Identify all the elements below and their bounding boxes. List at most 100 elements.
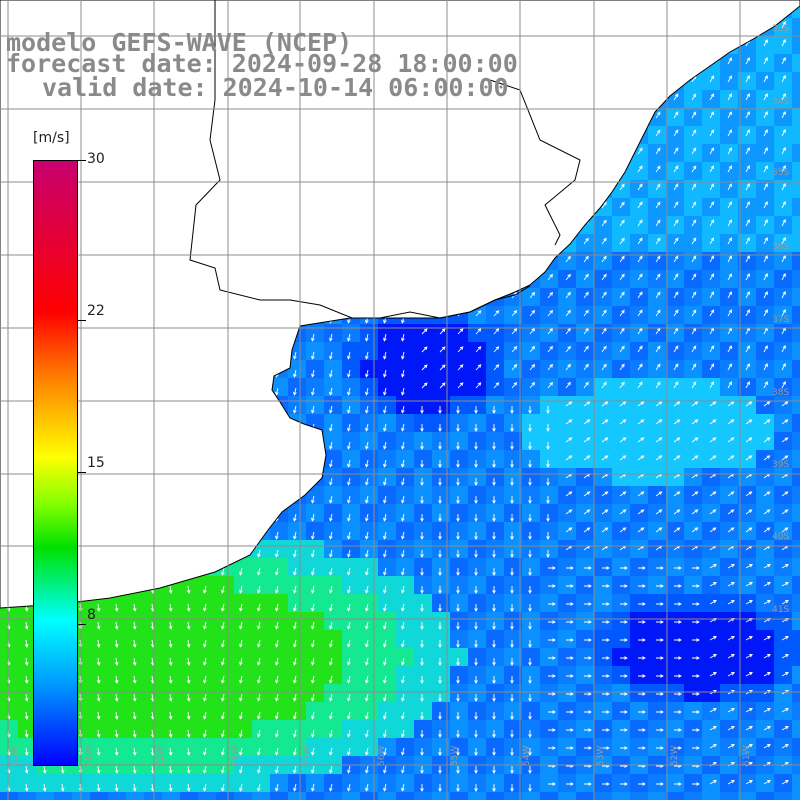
wind-arrow <box>745 75 750 83</box>
wind-arrow <box>727 93 732 101</box>
wind-arrow <box>420 694 424 702</box>
wind-arrow <box>781 344 786 353</box>
wind-arrow <box>492 784 496 792</box>
wind-arrow <box>528 676 532 684</box>
wind-arrow <box>275 765 279 774</box>
wind-arrow <box>546 550 550 558</box>
wind-arrow <box>673 401 681 407</box>
wind-arrow <box>293 405 297 414</box>
wind-arrow <box>566 692 574 696</box>
wind-arrow <box>510 640 514 648</box>
wind-arrow <box>781 419 789 425</box>
wind-arrow <box>656 746 664 750</box>
wind-arrow <box>691 381 697 389</box>
wind-arrow <box>438 676 442 684</box>
wind-arrow <box>709 255 715 263</box>
wind-arrow <box>674 656 682 660</box>
wind-arrow <box>510 460 514 468</box>
wind-arrow <box>691 455 699 461</box>
wind-arrow <box>420 748 424 756</box>
wind-arrow <box>510 604 514 612</box>
wind-arrow <box>745 636 753 641</box>
wind-arrow <box>492 442 496 450</box>
wind-arrow <box>132 621 137 630</box>
wind-arrow <box>401 459 405 468</box>
wind-arrow <box>365 711 369 720</box>
wind-arrow <box>96 657 101 666</box>
lon-label: 59W <box>156 745 166 766</box>
wind-arrow <box>365 693 369 702</box>
wind-arrow <box>493 328 500 335</box>
wind-arrow <box>456 748 460 756</box>
wind-arrow <box>619 509 627 515</box>
wind-arrow <box>510 406 514 414</box>
wind-arrow <box>329 459 333 468</box>
wind-arrow <box>763 636 771 641</box>
wind-arrow <box>709 744 717 749</box>
wind-arrow <box>132 693 137 702</box>
wind-arrow <box>763 183 768 191</box>
wind-arrow <box>329 567 333 576</box>
wind-arrow <box>456 478 460 486</box>
wind-arrow <box>583 345 589 353</box>
wind-arrow <box>656 674 664 678</box>
wind-arrow <box>438 478 442 486</box>
wind-arrow <box>474 406 478 414</box>
wind-arrow <box>709 129 715 137</box>
wind-arrow <box>275 729 279 738</box>
wind-arrow <box>438 532 442 540</box>
wind-arrow <box>510 730 514 738</box>
wind-arrow <box>763 219 768 227</box>
wind-arrow <box>674 620 682 624</box>
wind-arrow <box>619 381 625 389</box>
wind-arrow <box>781 654 789 659</box>
wind-arrow <box>709 672 717 677</box>
wind-arrow <box>565 363 571 371</box>
wind-arrow <box>365 621 369 630</box>
wind-arrow <box>510 514 514 522</box>
wind-arrow <box>475 328 482 335</box>
wind-arrow <box>546 496 550 504</box>
wind-arrow <box>656 566 664 570</box>
wind-arrow <box>311 603 315 612</box>
wind-arrow <box>311 495 315 504</box>
wind-arrow <box>673 111 679 119</box>
wind-arrow <box>275 783 279 792</box>
wind-arrow <box>383 765 387 774</box>
wind-arrow <box>420 478 424 486</box>
wind-arrow <box>474 550 478 558</box>
wind-arrow <box>566 782 574 786</box>
wind-arrow <box>203 603 207 612</box>
wind-arrow <box>311 657 315 666</box>
wind-arrow <box>620 746 628 750</box>
wind-arrow <box>365 567 369 576</box>
wind-arrow <box>638 728 646 732</box>
wind-arrow <box>114 711 119 720</box>
wind-arrow <box>493 346 500 353</box>
wind-arrow <box>275 711 279 720</box>
wind-arrow <box>529 381 536 389</box>
wind-arrow <box>383 333 387 342</box>
wind-arrow <box>655 291 661 299</box>
lon-label: 56W <box>377 745 387 766</box>
wind-arrow <box>492 424 496 432</box>
wind-arrow <box>401 549 405 558</box>
wind-arrow <box>691 291 697 299</box>
wind-arrow <box>781 780 789 785</box>
wind-arrow <box>781 74 786 83</box>
wind-arrow <box>132 657 137 666</box>
wind-arrow <box>365 729 369 738</box>
wind-arrow <box>691 401 699 407</box>
wind-arrow <box>673 237 679 245</box>
wind-arrow <box>763 291 768 299</box>
wind-arrow <box>347 531 351 540</box>
wind-arrow <box>383 693 387 702</box>
wind-arrow <box>638 674 646 678</box>
wind-arrow <box>602 728 610 732</box>
wind-arrow <box>673 129 679 137</box>
wind-arrow <box>420 550 424 558</box>
wind-arrow <box>602 620 610 624</box>
wind-arrow <box>655 309 661 317</box>
wind-arrow <box>492 550 496 558</box>
wind-arrow <box>565 273 571 281</box>
